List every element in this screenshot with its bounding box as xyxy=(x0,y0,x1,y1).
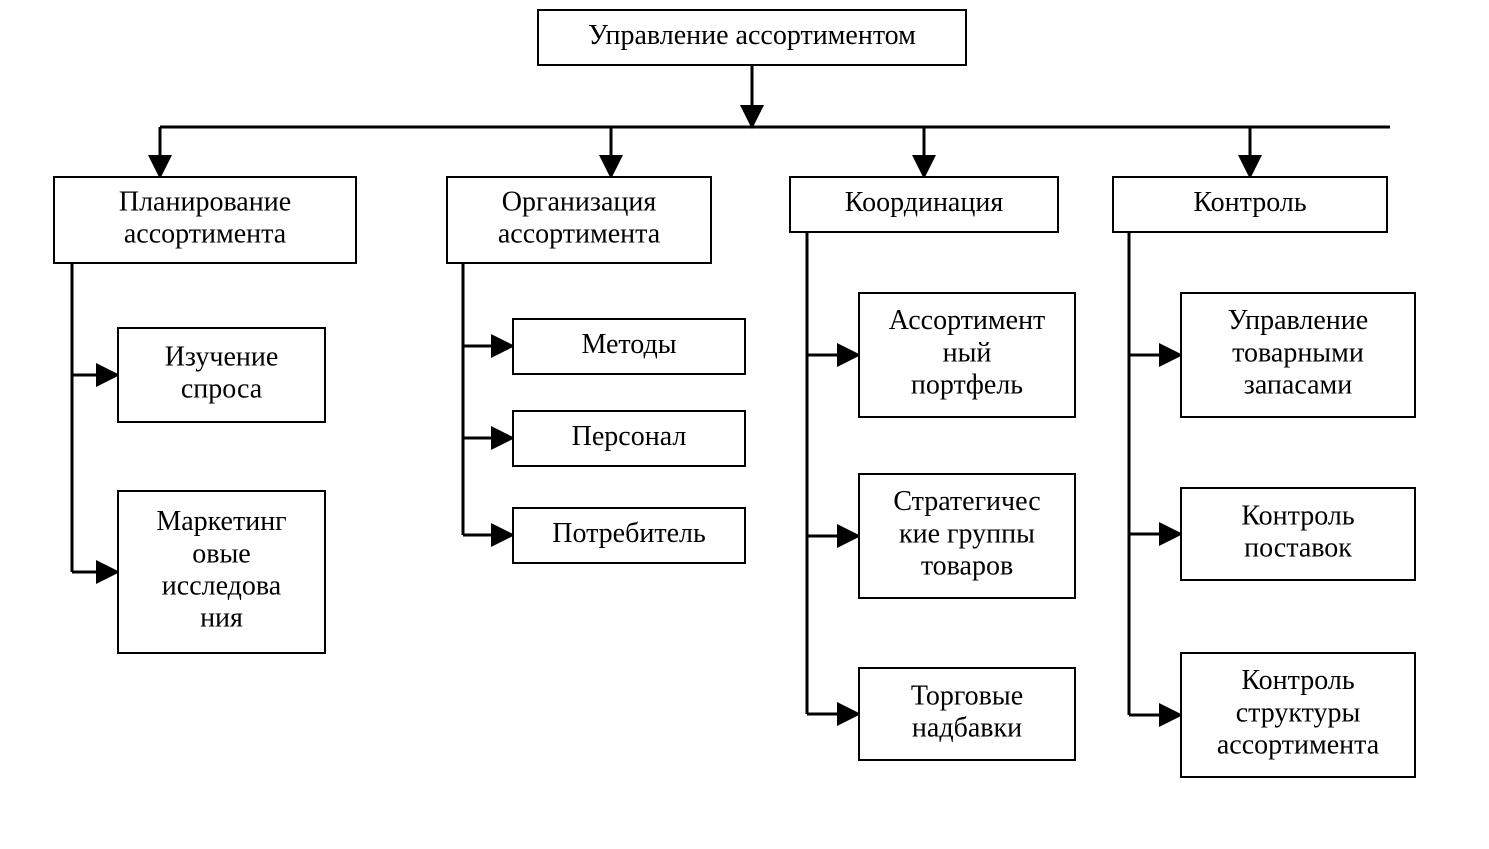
node-root-line-0: Управление ассортиментом xyxy=(588,20,916,51)
nodes-layer: Управление ассортиментомПланированиеассо… xyxy=(54,10,1415,777)
node-b4-line-0: Контроль xyxy=(1193,187,1306,218)
node-b4: Контроль xyxy=(1113,177,1387,232)
node-b4c1-line-1: товарными xyxy=(1232,337,1364,368)
node-b2c1-line-0: Методы xyxy=(581,329,676,360)
node-b4c2-line-0: Контроль xyxy=(1241,500,1354,531)
node-b1c2-line-2: исследова xyxy=(162,571,282,602)
node-b1c2-line-3: ния xyxy=(200,603,243,634)
node-b2c3: Потребитель xyxy=(513,508,745,563)
node-b1c2: Маркетинговыеисследования xyxy=(118,491,325,653)
node-b1c2-line-0: Маркетинг xyxy=(156,506,286,537)
node-b4c3-line-0: Контроль xyxy=(1241,665,1354,696)
node-b3c2-line-2: товаров xyxy=(921,551,1013,582)
node-b4c3-line-1: структуры xyxy=(1236,697,1361,728)
node-b3: Координация xyxy=(790,177,1058,232)
node-b4c2-line-1: поставок xyxy=(1244,533,1352,564)
node-b4c1: Управлениетоварнымизапасами xyxy=(1181,293,1415,417)
node-b4c3: Контрольструктурыассортимента xyxy=(1181,653,1415,777)
node-b3c2-line-0: Стратегичес xyxy=(893,486,1040,517)
node-b2c1: Методы xyxy=(513,319,745,374)
node-b3c2: Стратегические группытоваров xyxy=(859,474,1075,598)
node-root: Управление ассортиментом xyxy=(538,10,966,65)
node-b1c1-line-1: спроса xyxy=(181,374,263,405)
node-b3c1-line-0: Ассортимент xyxy=(889,305,1046,336)
node-b2-line-0: Организация xyxy=(502,186,657,217)
node-b3c2-line-1: кие группы xyxy=(899,518,1035,549)
node-b1-line-0: Планирование xyxy=(119,186,291,217)
node-b1c2-line-1: овые xyxy=(192,538,250,569)
node-b3-line-0: Координация xyxy=(845,187,1004,218)
node-b2: Организацияассортимента xyxy=(447,177,711,263)
node-b2c2: Персонал xyxy=(513,411,745,466)
node-b3c3: Торговыенадбавки xyxy=(859,668,1075,760)
node-b1: Планированиеассортимента xyxy=(54,177,356,263)
node-b3c3-line-1: надбавки xyxy=(912,713,1022,744)
node-b3c1: Ассортиментныйпортфель xyxy=(859,293,1075,417)
node-b4c2: Контрольпоставок xyxy=(1181,488,1415,580)
node-b1c1: Изучениеспроса xyxy=(118,328,325,422)
node-b3c1-line-2: портфель xyxy=(911,370,1023,401)
assortment-management-diagram: Управление ассортиментомПланированиеассо… xyxy=(0,0,1489,849)
node-b1-line-1: ассортимента xyxy=(124,219,287,250)
node-b1c1-line-0: Изучение xyxy=(165,341,279,372)
node-b4c1-line-0: Управление xyxy=(1228,305,1368,336)
node-b3c1-line-1: ный xyxy=(943,337,992,368)
node-b2c3-line-0: Потребитель xyxy=(552,518,706,549)
node-b4c1-line-2: запасами xyxy=(1244,370,1352,401)
node-b3c3-line-0: Торговые xyxy=(911,680,1023,711)
node-b2c2-line-0: Персонал xyxy=(572,421,687,452)
node-b2-line-1: ассортимента xyxy=(498,219,661,250)
node-b4c3-line-2: ассортимента xyxy=(1217,730,1380,761)
